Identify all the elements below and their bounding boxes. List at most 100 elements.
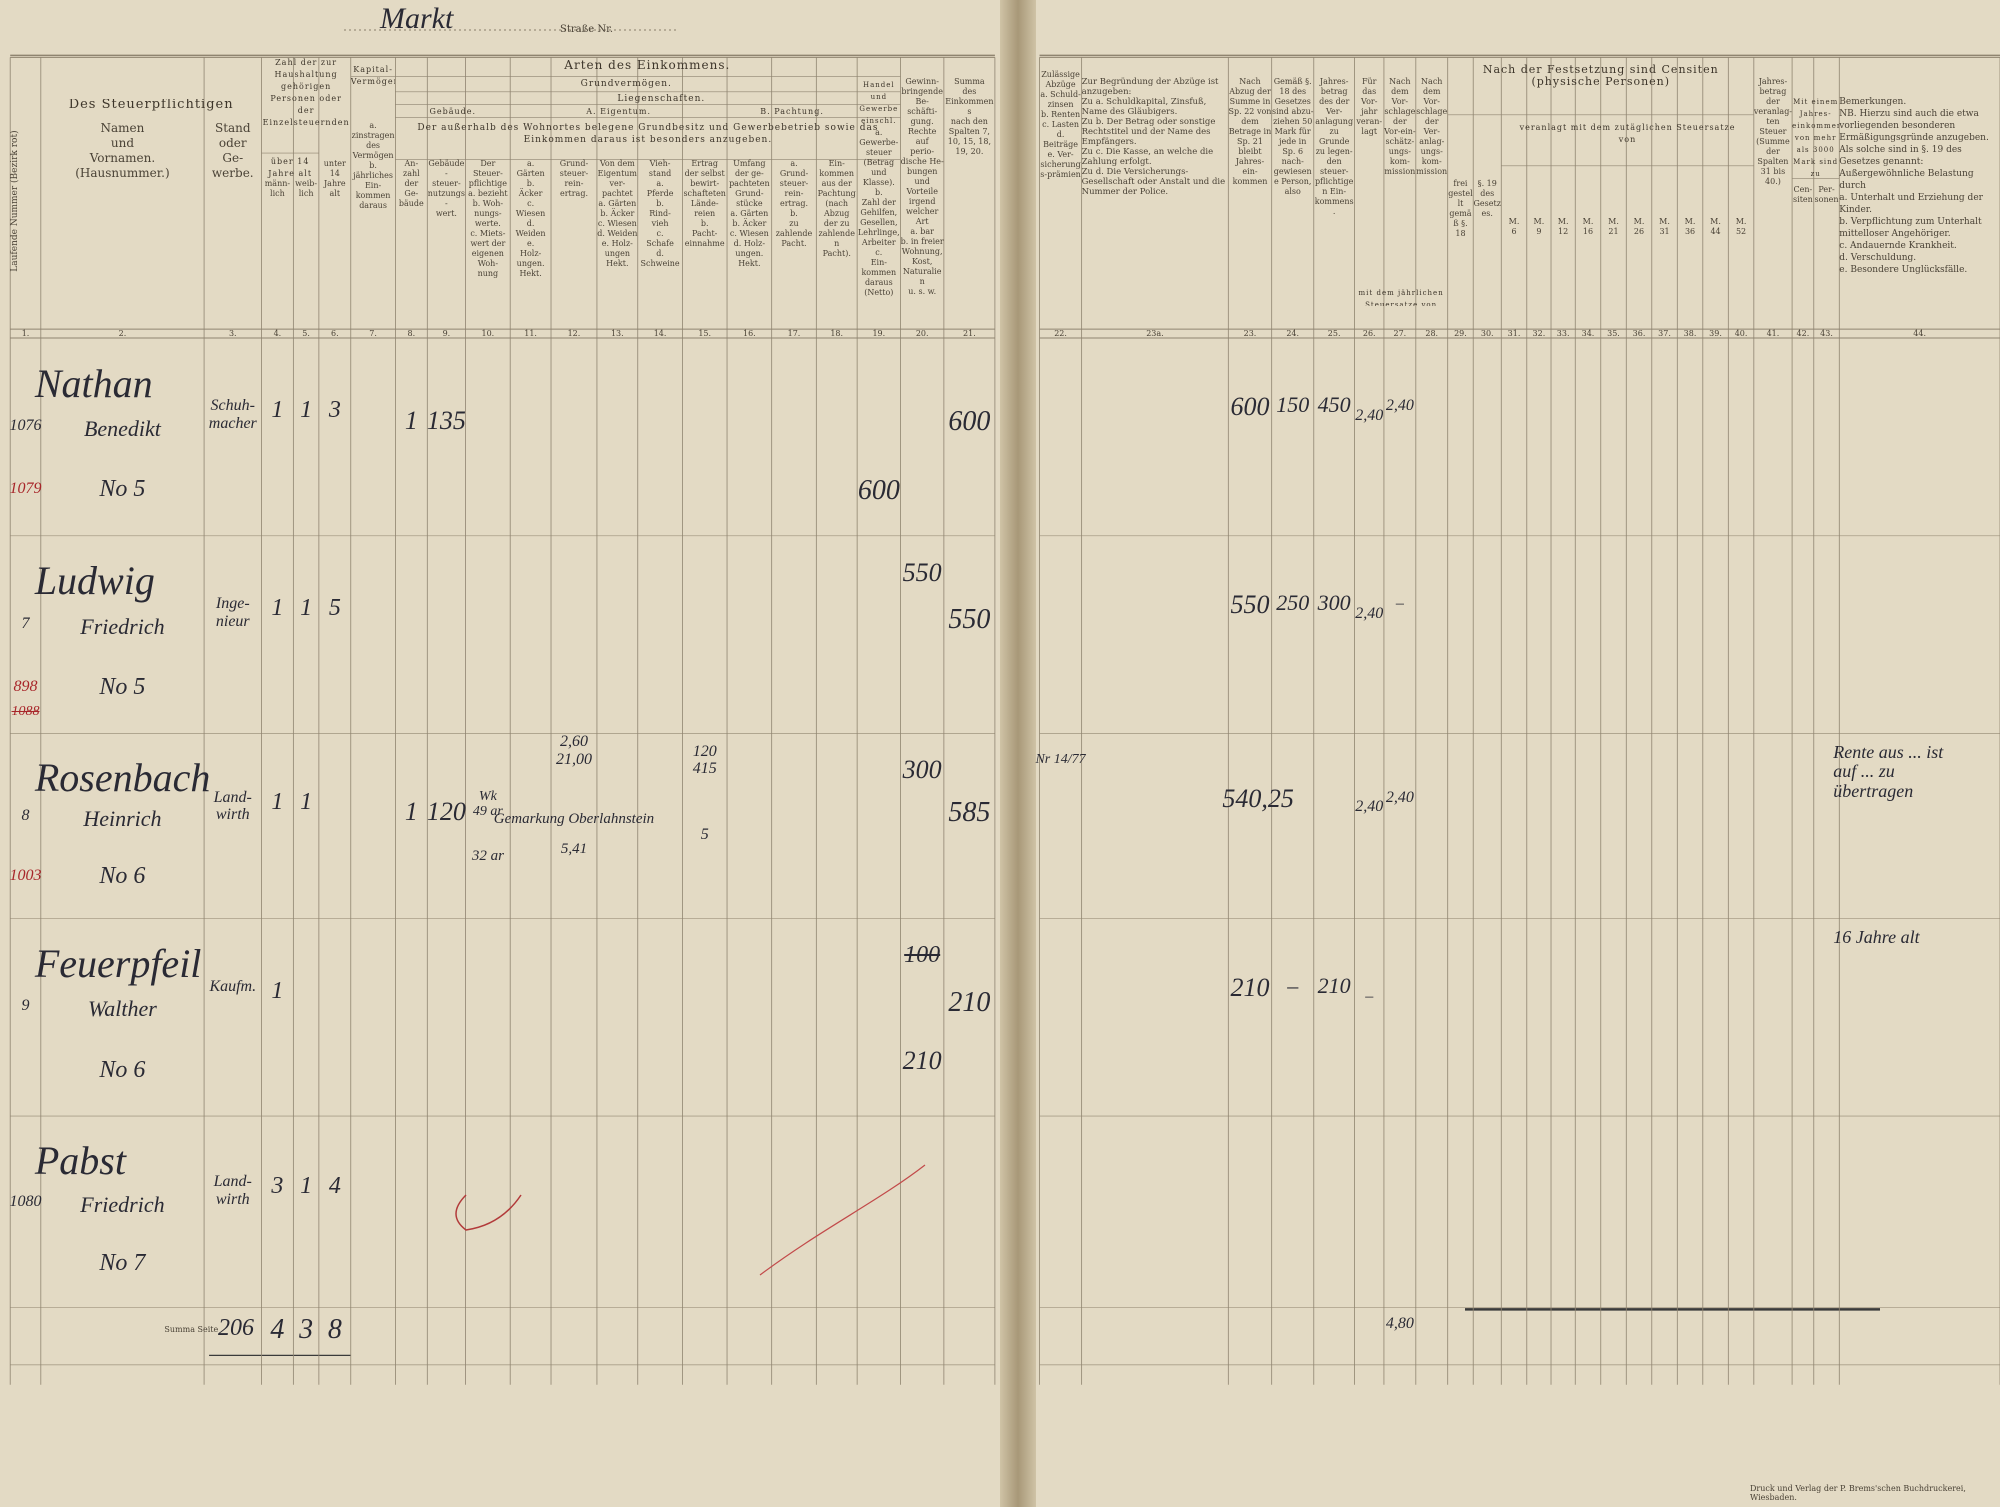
column-header: M. 36: [1684, 216, 1696, 236]
entry-pension: 210: [902, 1045, 942, 1075]
group-header: Gebäude.: [429, 106, 477, 116]
column-header: Gewinn- bringende Be- schäfti- gung. Rec…: [900, 76, 944, 296]
entry-surname: Feuerpfeil: [34, 941, 202, 987]
column-number: 31.: [1507, 329, 1521, 339]
entry-tax-proposed: –: [1395, 595, 1404, 613]
column-header: Nach Abzug der Summe in Sp. 22 von dem B…: [1228, 76, 1272, 186]
entry-district-note: Gemarkung Oberlahnstein: [493, 811, 655, 828]
group-header: Des Steuerpflichtigen: [68, 99, 234, 113]
entry-number-red: 898: [13, 678, 38, 696]
entry-first-name: Walther: [88, 996, 157, 1022]
column-header: §. 19 des Gesetzes.: [1473, 178, 1501, 218]
column-header: Zulässige Abzüge a. Schuld-zinsen b. Ren…: [1040, 70, 1081, 180]
entry-surname: Pabst: [34, 1138, 126, 1184]
column-header: Jahres-betrag der veranlag-ten Steuer (S…: [1753, 76, 1793, 186]
column-number: 35.: [1607, 329, 1620, 339]
entry-building-value: 120: [426, 797, 466, 827]
column-number: 27.: [1393, 329, 1407, 339]
column-header: Vieh- stand a. Pferde b. Rind- vieh c. S…: [640, 159, 680, 269]
entry-number: 1080: [9, 1192, 42, 1210]
column-header: M. 6: [1508, 216, 1520, 236]
column-number: 19.: [872, 329, 886, 339]
column-header: Für das Vor-jahr veran-lagt: [1356, 76, 1383, 136]
column-number: 11.: [524, 329, 537, 339]
column-number: 2.: [118, 329, 127, 339]
entry-total: 600: [948, 406, 991, 438]
column-header: unter 14 Jahre alt: [323, 159, 346, 199]
column-number: 1.: [21, 329, 30, 339]
entry-occupation: Land- wirth: [213, 1173, 252, 1209]
column-header: Nach dem Vor-schlage der Ver-anlag-ungs-…: [1416, 76, 1448, 176]
column-number: 33.: [1556, 329, 1570, 339]
column-header: Gemäß §. 18 des Gesetzes sind abzu-ziehe…: [1271, 76, 1314, 196]
entry-persons-female: 1: [300, 788, 313, 815]
entry-land-tax: 2,60 21,00: [555, 733, 592, 768]
entry-number-red: 1003: [9, 866, 42, 884]
entry-district-yield: 5: [700, 825, 709, 843]
column-header: Jahres-betrag des der Ver-anlagung zu Gr…: [1314, 76, 1354, 216]
totals-female: 3: [299, 1314, 314, 1346]
entry-number: 8: [21, 807, 30, 825]
column-number: 26.: [1362, 329, 1376, 339]
totals-tax: 4,80: [1385, 1315, 1414, 1333]
entry-deduction-note: Nr 14/77: [1035, 751, 1086, 767]
column-number: 22.: [1054, 329, 1067, 339]
column-number: 39.: [1709, 329, 1722, 339]
column-header: weib- lich: [295, 178, 318, 198]
column-header: M. 44: [1710, 216, 1721, 236]
group-header: Kapital-Vermögen.: [350, 64, 396, 86]
entry-number-red-old: 1088: [11, 703, 40, 719]
entry-surname: Nathan: [34, 360, 153, 406]
column-header: Per-sonen: [1814, 184, 1839, 204]
entry-tax-prev: –: [1365, 987, 1374, 1005]
column-number: 18.: [830, 329, 844, 339]
column-header: Gebäude- steuer- nutzungs- wert.: [427, 159, 466, 219]
entry-net-income: 210: [1230, 972, 1270, 1002]
entry-total: 585: [948, 797, 991, 829]
column-header: Laufende Nummer (Bezirk rot): [10, 130, 21, 272]
entry-district-tax: 5,41: [560, 840, 588, 857]
column-header: M. 9: [1533, 216, 1545, 236]
entry-house: No 6: [99, 1056, 146, 1083]
column-number: 10.: [481, 329, 495, 339]
book-spine: [1000, 0, 1036, 1507]
entry-house: No 7: [99, 1250, 146, 1276]
group-header: B. Pachtung.: [760, 106, 824, 116]
entry-building-value: 135: [426, 406, 466, 436]
column-number: 12.: [567, 329, 581, 339]
group-header: Zahl der zur Haushaltung gehörigen Perso…: [262, 58, 350, 128]
group-header: mit dem jährlichen Steuersatze von: [1358, 288, 1444, 307]
group-header: Nach der Festsetzung sind Censiten (phys…: [1482, 63, 1719, 88]
column-number: 40.: [1734, 329, 1748, 339]
column-header: An- zahl der Ge- bäude: [398, 159, 424, 209]
column-header: Zur Begründung der Abzüge ist anzugeben:…: [1081, 76, 1226, 197]
column-header: M. 21: [1608, 216, 1619, 236]
group-header: Liegenschaften.: [617, 94, 706, 105]
column-header: Ertrag der selbst bewirt- schafteten Län…: [683, 159, 726, 249]
group-header: Mit einem Jahres-einkommen von mehr als …: [1792, 97, 1840, 178]
entry-occupation: Schuh- macher: [208, 397, 257, 432]
column-number: 8.: [407, 329, 416, 339]
entry-net-income: 600: [1230, 392, 1270, 422]
entry-occupation: Land- wirth: [213, 788, 252, 824]
column-number: 42.: [1796, 329, 1810, 339]
entry-tax-prev: 2,40: [1355, 604, 1384, 622]
entry-tax-proposed: 2,40: [1385, 788, 1414, 806]
street-name: Markt: [380, 2, 454, 35]
column-number: 5.: [302, 329, 310, 339]
entry-total: 210: [948, 986, 991, 1018]
entry-total: 550: [948, 603, 991, 635]
column-header: a. Grund- steuer- rein- ertrag. b. zu za…: [775, 159, 813, 249]
entry-persons-male: 1: [271, 977, 284, 1004]
entry-number: 7: [21, 614, 30, 632]
entry-tax-prev: 2,40: [1355, 407, 1384, 425]
entry-pension: 300: [902, 754, 942, 784]
column-number: 24.: [1286, 329, 1300, 339]
entry-persons-under14: 5: [328, 595, 341, 622]
entry-taxable: 300: [1317, 590, 1351, 616]
entry-first-name: Benedikt: [83, 416, 161, 442]
column-header: Cen-siten: [1793, 184, 1813, 204]
column-number: 44.: [1913, 329, 1926, 339]
entry-persons-female: 1: [300, 397, 313, 424]
